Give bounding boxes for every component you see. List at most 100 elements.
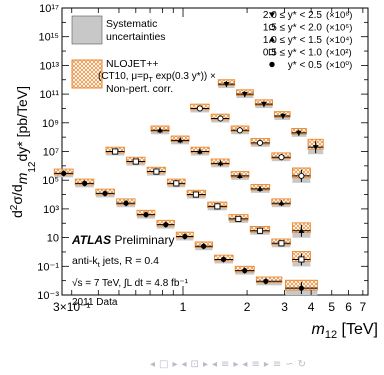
nav-symbol[interactable]: ↻ <box>297 358 307 370</box>
data-markers <box>61 81 319 291</box>
jet-algorithm-label: anti-kt jets, R = 0.4 <box>72 255 159 269</box>
legend-range: 1.5 ≤ y* < 2.0 <box>263 23 323 34</box>
y-tick-label: 10¹⁷ <box>39 3 59 15</box>
legend-theory-swatch <box>71 59 103 89</box>
legend-factor: (×10⁸) <box>326 10 352 21</box>
beamer-navigation-bar[interactable]: ◂ □ ▸ ◂ ⊡ ▸ ◂ ≡ ▸ ◂ ≡ ▸ ≡ ∽ ↻ <box>150 354 384 374</box>
nav-symbol[interactable]: □ <box>159 358 169 370</box>
legend-range: y* < 0.5 <box>288 60 323 71</box>
data-point <box>197 148 203 154</box>
data-point <box>102 190 108 197</box>
y-tick-label: 10¹³ <box>39 60 59 72</box>
y-tick-label: 10 <box>47 233 59 245</box>
energy-lumi-label: √s = 7 TeV, ∫L dt = 4.8 fb⁻¹ <box>72 277 189 289</box>
data-point <box>223 81 230 88</box>
nav-symbol[interactable]: ◂ <box>242 358 248 370</box>
x-tick-label: 5 <box>328 300 335 314</box>
annotations: ATLAS Preliminary anti-kt jets, R = 0.4 √s… <box>71 233 189 308</box>
nav-symbol[interactable]: ▸ <box>263 358 269 370</box>
data-point <box>241 92 248 98</box>
legend-theory-label: (CT10, μ=pT exp(0.3 y*)) × <box>98 71 216 84</box>
legend-marker <box>269 12 275 18</box>
data-point <box>112 148 119 155</box>
y-tick-label: 10⁻³ <box>37 290 59 302</box>
data-point <box>235 215 242 222</box>
x-axis-label: m12 [TeV] <box>312 321 378 341</box>
data-point <box>278 200 285 206</box>
x-tick-label: 3 <box>281 300 288 314</box>
legend-systematic-label: uncertainties <box>106 31 166 43</box>
y-tick-label: 10⁷ <box>43 147 59 159</box>
data-point <box>295 130 302 136</box>
data-point <box>196 105 203 112</box>
data-point <box>163 222 169 228</box>
nav-symbol[interactable]: ◂ <box>150 358 156 370</box>
data-point <box>153 168 160 175</box>
data-point <box>201 243 207 249</box>
nav-symbol[interactable]: ▸ <box>172 358 178 370</box>
data-point <box>236 127 243 134</box>
data-point <box>192 191 199 198</box>
nav-symbol[interactable]: ◂ <box>211 358 217 370</box>
data-point <box>217 160 224 166</box>
data-point <box>278 154 285 161</box>
axis-ticks: 10⁻³ 10⁻¹ 10 10³ 10⁵ 10⁷ 10⁹ 10¹¹ 10¹³ 10¹⁵ 10¹⁷ 3×… <box>37 3 368 314</box>
data-point <box>298 285 305 291</box>
legend-marker <box>269 61 275 68</box>
data-point <box>298 227 305 233</box>
x-tick-label: 6 <box>345 300 352 314</box>
legend-factor: (×10⁶) <box>326 23 352 34</box>
data-point <box>61 170 67 176</box>
legend-range: 2.0 ≤ y* < 2.5 <box>263 10 323 21</box>
data-point <box>257 185 263 191</box>
legend-marker <box>269 36 275 42</box>
nav-symbol[interactable]: ≡ <box>251 358 260 370</box>
y-tick-label: 10⁻¹ <box>37 261 59 273</box>
legend-marker <box>268 48 276 56</box>
legend-range: 0.5 ≤ y* < 1.0 <box>263 48 323 59</box>
y-tick-label: 10⁵ <box>42 175 59 187</box>
nav-symbol[interactable]: ◂ <box>181 358 187 370</box>
data-point <box>217 115 224 122</box>
data-point <box>280 113 286 119</box>
data-point <box>173 180 180 187</box>
data-point <box>278 240 285 247</box>
x-tick-label: 3×10⁻¹ <box>53 300 90 314</box>
data-point <box>214 203 221 210</box>
nav-symbol[interactable]: ≡ <box>272 358 282 370</box>
data-point <box>261 102 267 108</box>
data-point <box>298 172 305 179</box>
axis-labels: d2σ/dm12dy* [pb/TeV] m12 [TeV] <box>9 86 378 341</box>
y-tick-label: 10⁹ <box>42 118 59 130</box>
legend-systematic-swatch <box>71 15 103 45</box>
legend-theory-label: NLOJET++ <box>106 58 159 70</box>
legend-marker <box>268 23 276 31</box>
y-tick-label: 10¹⁵ <box>39 32 59 44</box>
legend-factor: (×10²) <box>326 48 352 59</box>
data-point <box>132 158 139 165</box>
nav-symbol[interactable]: ∽ <box>285 358 294 370</box>
x-tick-label: 1 <box>180 300 187 314</box>
data-year-label: 2011 Data <box>72 297 118 308</box>
data-point <box>220 256 227 263</box>
data-point <box>263 278 269 284</box>
y-axis-label: d2σ/dm12dy* [pb/TeV] <box>9 86 38 218</box>
nav-symbol[interactable]: ▸ <box>202 358 208 370</box>
data-point <box>123 200 129 206</box>
data-point <box>82 180 88 186</box>
nav-symbol[interactable]: ⊡ <box>190 358 199 370</box>
legend-systematic-label: Systematic <box>106 18 157 30</box>
atlas-label: ATLAS Preliminary <box>71 233 174 247</box>
x-tick-label: 2 <box>244 300 251 314</box>
data-point <box>182 233 188 240</box>
legend-range: 1.0 ≤ y* < 1.5 <box>263 35 323 46</box>
data-point <box>237 172 243 178</box>
data-point <box>256 227 264 234</box>
y-tick-label: 10¹¹ <box>39 89 59 101</box>
theory-band <box>255 276 283 284</box>
nav-symbol[interactable]: ≡ <box>221 358 230 370</box>
nav-symbol[interactable]: ▸ <box>233 358 239 370</box>
data-point <box>256 139 264 146</box>
